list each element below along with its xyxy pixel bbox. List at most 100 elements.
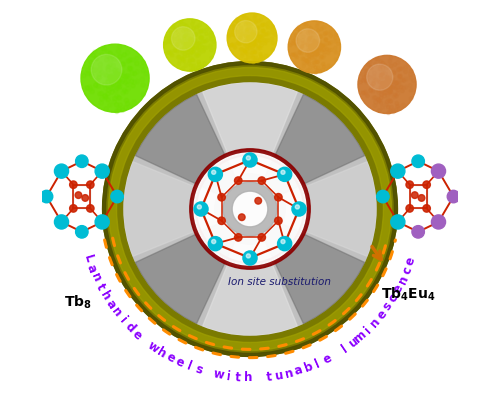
Circle shape (311, 28, 314, 32)
Circle shape (392, 71, 396, 74)
Circle shape (322, 26, 326, 29)
Circle shape (306, 61, 309, 64)
Circle shape (261, 36, 264, 39)
Circle shape (262, 23, 264, 26)
Circle shape (369, 89, 372, 92)
Text: m: m (352, 328, 370, 346)
Circle shape (115, 86, 119, 90)
Circle shape (423, 181, 430, 189)
Text: e: e (374, 308, 390, 322)
Circle shape (312, 48, 316, 51)
Circle shape (303, 23, 306, 25)
Circle shape (388, 76, 391, 80)
Circle shape (396, 81, 400, 84)
Circle shape (251, 39, 254, 42)
Circle shape (181, 51, 184, 54)
Circle shape (205, 28, 208, 31)
Circle shape (243, 41, 246, 44)
Circle shape (198, 46, 201, 49)
Circle shape (93, 68, 97, 72)
Circle shape (392, 84, 396, 88)
Circle shape (168, 38, 170, 41)
Circle shape (130, 79, 134, 83)
Circle shape (234, 20, 257, 43)
Circle shape (418, 195, 425, 201)
Circle shape (312, 39, 316, 43)
Circle shape (271, 31, 274, 34)
Circle shape (196, 25, 198, 28)
Circle shape (374, 78, 378, 82)
Circle shape (387, 91, 390, 94)
Circle shape (100, 92, 103, 96)
Circle shape (292, 53, 294, 56)
Circle shape (186, 39, 189, 42)
Circle shape (256, 60, 259, 63)
Circle shape (249, 41, 252, 43)
Circle shape (100, 71, 103, 75)
Circle shape (233, 45, 236, 48)
Circle shape (258, 177, 266, 184)
Circle shape (124, 98, 128, 102)
Circle shape (321, 68, 324, 71)
Circle shape (310, 45, 312, 48)
Circle shape (379, 85, 382, 89)
Text: h: h (154, 345, 168, 361)
Circle shape (194, 46, 197, 49)
Circle shape (192, 19, 195, 23)
Circle shape (396, 92, 400, 95)
Circle shape (104, 72, 108, 76)
Circle shape (308, 38, 310, 41)
Circle shape (242, 15, 244, 18)
Circle shape (306, 31, 310, 35)
Circle shape (254, 34, 257, 37)
Circle shape (236, 41, 240, 44)
Circle shape (94, 56, 98, 61)
Circle shape (241, 52, 244, 55)
Circle shape (386, 82, 389, 86)
Circle shape (182, 41, 185, 44)
Circle shape (311, 49, 314, 52)
Circle shape (192, 41, 195, 44)
Circle shape (394, 108, 398, 112)
Circle shape (312, 50, 314, 53)
Circle shape (384, 91, 388, 94)
Circle shape (96, 75, 100, 79)
Circle shape (91, 54, 122, 85)
Circle shape (243, 251, 257, 265)
Circle shape (274, 217, 282, 224)
Circle shape (230, 43, 233, 46)
Circle shape (189, 53, 192, 56)
Circle shape (316, 21, 320, 25)
Circle shape (264, 23, 266, 26)
Circle shape (306, 69, 309, 72)
Circle shape (383, 87, 386, 90)
Circle shape (250, 36, 252, 39)
Circle shape (296, 28, 299, 31)
Circle shape (253, 34, 256, 37)
Circle shape (114, 89, 118, 93)
Circle shape (116, 49, 120, 53)
Circle shape (398, 75, 402, 79)
Circle shape (85, 65, 89, 69)
Circle shape (247, 35, 250, 38)
Circle shape (86, 71, 90, 75)
Circle shape (136, 79, 140, 84)
Circle shape (400, 85, 403, 89)
Circle shape (86, 181, 94, 189)
Wedge shape (282, 162, 376, 256)
Circle shape (170, 40, 173, 43)
Circle shape (250, 36, 253, 39)
Circle shape (252, 37, 254, 40)
Circle shape (384, 66, 388, 70)
Circle shape (318, 43, 322, 46)
Circle shape (382, 85, 386, 88)
Circle shape (106, 54, 110, 58)
Circle shape (170, 54, 174, 57)
Circle shape (312, 46, 316, 48)
Circle shape (190, 50, 194, 53)
Circle shape (126, 87, 130, 91)
Circle shape (197, 61, 200, 64)
Circle shape (114, 94, 119, 98)
Circle shape (118, 54, 122, 59)
Circle shape (306, 43, 310, 46)
